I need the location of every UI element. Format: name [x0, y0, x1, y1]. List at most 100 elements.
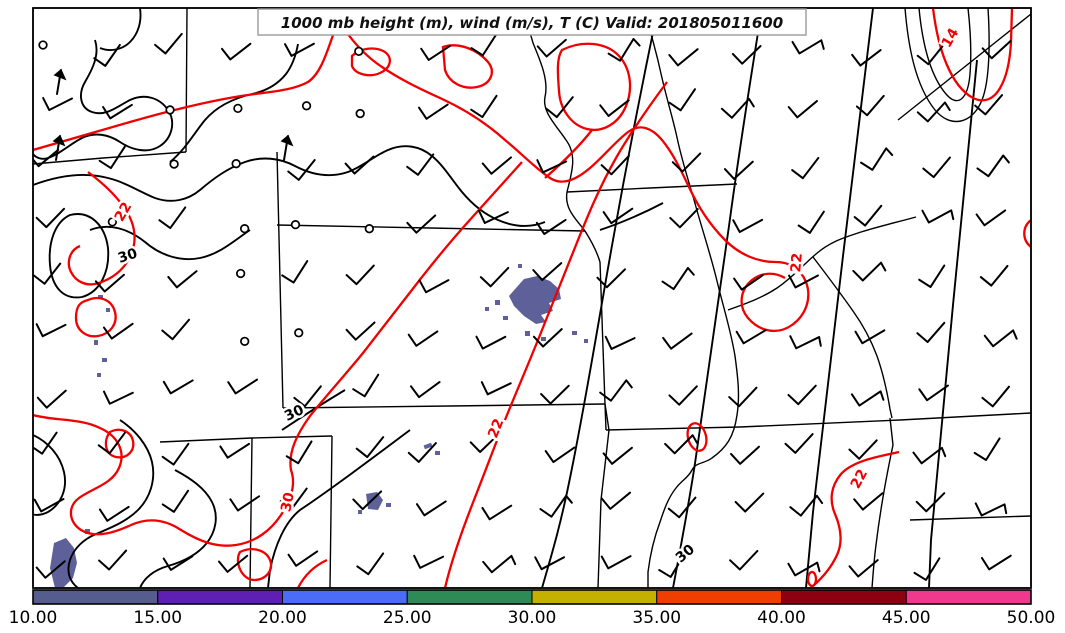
wind-barb	[33, 498, 65, 513]
temp-contour	[296, 558, 328, 588]
wind-barb	[102, 390, 134, 405]
title-group: 1000 mb height (m), wind (m/s), T (C) Va…	[257, 8, 807, 36]
wind-barb	[974, 502, 1008, 517]
wind-barb	[852, 261, 887, 282]
state-border	[566, 183, 738, 193]
calm-wind-circle	[354, 46, 364, 56]
temp-contour	[33, 161, 523, 547]
state-border	[889, 417, 894, 446]
wind-barb	[922, 156, 951, 179]
wind-barb	[162, 379, 194, 395]
precip-blob	[386, 503, 391, 507]
wind-barb	[668, 385, 698, 406]
wind-barb	[539, 494, 573, 518]
wind-barb	[413, 554, 445, 569]
height-contour	[99, 8, 142, 51]
state-border	[276, 151, 284, 409]
wind-barb	[536, 159, 568, 174]
wind-barb	[921, 209, 955, 224]
precip-blob	[503, 316, 508, 320]
wind-barb	[407, 330, 439, 347]
wind-barb	[478, 209, 509, 224]
wind-barb	[981, 385, 1011, 408]
calm-wind-circle	[233, 103, 243, 114]
colorbar-segment	[157, 589, 283, 605]
wind-barb-flag	[53, 68, 67, 81]
wind-barb	[974, 94, 1004, 116]
precip-blob	[541, 337, 546, 341]
wind-barb	[102, 103, 133, 120]
colorbar-tick-label: 40.00	[757, 608, 806, 628]
wind-barb	[973, 437, 1001, 462]
calm-wind-circle	[301, 101, 312, 111]
precip-blob	[85, 529, 90, 534]
wind-barb	[33, 148, 60, 168]
precip-blob	[584, 339, 588, 343]
plot-title: 1000 mb height (m), wind (m/s), T (C) Va…	[281, 14, 783, 32]
wind-barb	[860, 147, 894, 171]
wind-barb	[853, 204, 883, 227]
state-border	[909, 515, 1031, 521]
wind-barb	[853, 492, 884, 511]
wind-barb	[735, 329, 767, 345]
wind-barb	[355, 436, 385, 459]
wind-barb	[668, 48, 699, 67]
wind-barb	[279, 487, 308, 511]
wind-barb	[544, 446, 576, 464]
state-border	[185, 8, 188, 153]
wind-barb	[35, 207, 66, 229]
river-tennessee	[812, 256, 893, 419]
temp-contour	[544, 129, 593, 179]
wind-barb	[729, 549, 759, 571]
calm-wind-circle	[355, 108, 365, 119]
colorbar-segment	[905, 589, 1032, 605]
precip-blob	[572, 331, 577, 335]
colorbar-segment	[282, 589, 408, 605]
precip-blob	[366, 492, 383, 510]
wind-barb	[784, 433, 814, 454]
wind-barb	[787, 561, 821, 577]
wind-barb	[407, 442, 437, 463]
wind-barb	[854, 329, 886, 345]
wind-barb-flag	[280, 134, 294, 147]
wind-barb	[913, 557, 941, 581]
height-contour	[541, 8, 659, 588]
wind-barb	[667, 496, 697, 519]
temp-contour	[350, 47, 391, 77]
wind-barb	[536, 38, 567, 58]
wind-barb	[418, 279, 450, 294]
wind-barb	[664, 434, 699, 455]
lake-michigan-shore	[918, 8, 972, 102]
wind-barb	[470, 32, 498, 57]
wind-barb	[602, 446, 633, 465]
wind-barb	[600, 491, 631, 510]
precip-blob	[525, 331, 530, 336]
wind-barb	[98, 549, 128, 571]
wind-barb	[979, 264, 1009, 287]
wind-barb	[720, 97, 755, 119]
wind-barb	[607, 37, 641, 62]
water-features	[521, 8, 990, 588]
wind-barb	[480, 381, 512, 396]
wind-barb	[217, 554, 249, 573]
wind-barb	[976, 154, 1010, 178]
wind-barb	[35, 323, 67, 338]
wind-barb	[669, 208, 699, 229]
height-contours	[33, 8, 978, 588]
state-border	[897, 13, 1031, 121]
calm-wind-circle	[235, 268, 246, 279]
precip-blob	[435, 451, 440, 455]
wind-barb	[287, 550, 319, 567]
calm-wind-circle	[169, 159, 179, 169]
height-contour	[67, 419, 155, 588]
wind-barb	[475, 335, 507, 350]
wind-barb	[406, 153, 435, 176]
calm-wind-circle	[231, 159, 241, 169]
river-tennessee	[871, 444, 894, 588]
state-border	[276, 224, 586, 232]
height-contour	[281, 389, 346, 431]
wind-barb	[229, 495, 261, 512]
precip-blob	[495, 300, 500, 305]
